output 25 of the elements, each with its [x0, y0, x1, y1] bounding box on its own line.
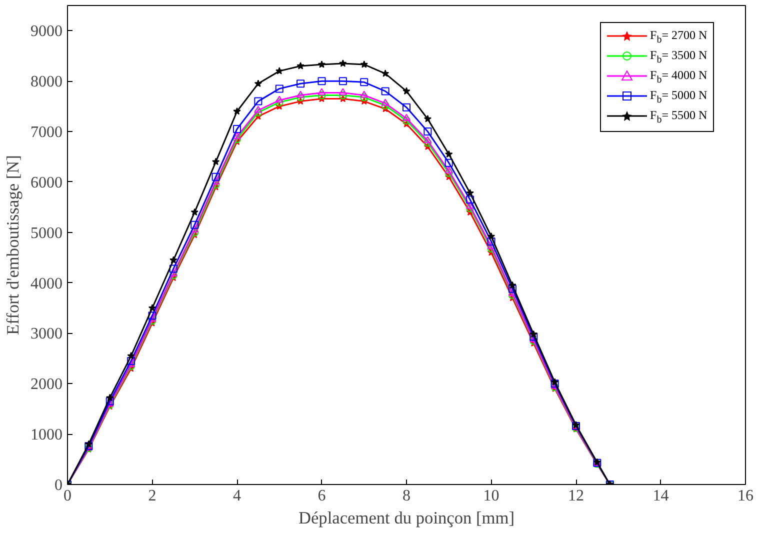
x-tick-label: 16: [738, 488, 754, 504]
legend-label: F$_{b}$= 3500 N: [650, 48, 708, 66]
y-tick-label: 5000: [30, 224, 62, 242]
y-tick-label: 4000: [30, 275, 62, 292]
legend-label: F$_{b}$= 5500 N: [650, 108, 708, 126]
y-tick-label: 8000: [30, 74, 62, 91]
x-tick-label: 2: [148, 488, 156, 504]
x-tick-label: 10: [483, 488, 500, 504]
y-tick-label: 7000: [30, 124, 62, 142]
y-axis-title: Effort d'emboutissage [N]: [4, 155, 22, 335]
x-tick-label: 6: [318, 488, 326, 504]
y-tick-label: 6000: [30, 174, 62, 192]
y-tick-label: 3000: [30, 326, 62, 343]
legend-label: F$_{b}$= 4000 N: [650, 68, 708, 86]
x-tick-label: 8: [402, 488, 410, 504]
x-tick-label: 14: [652, 488, 669, 504]
y-tick-label: 9000: [30, 23, 62, 40]
y-tick-label: 2000: [30, 376, 62, 394]
x-tick-label: 4: [233, 488, 241, 504]
x-axis-title: Déplacement du poinçon [mm]: [298, 508, 515, 528]
x-tick-label: 12: [568, 488, 584, 504]
y-tick-label: 0: [54, 477, 62, 494]
legend-label: F$_{b}$= 2700 N: [650, 28, 708, 46]
y-tick-label: 1000: [30, 426, 62, 444]
legend-label: F$_{b}$= 5000 N: [650, 88, 708, 106]
